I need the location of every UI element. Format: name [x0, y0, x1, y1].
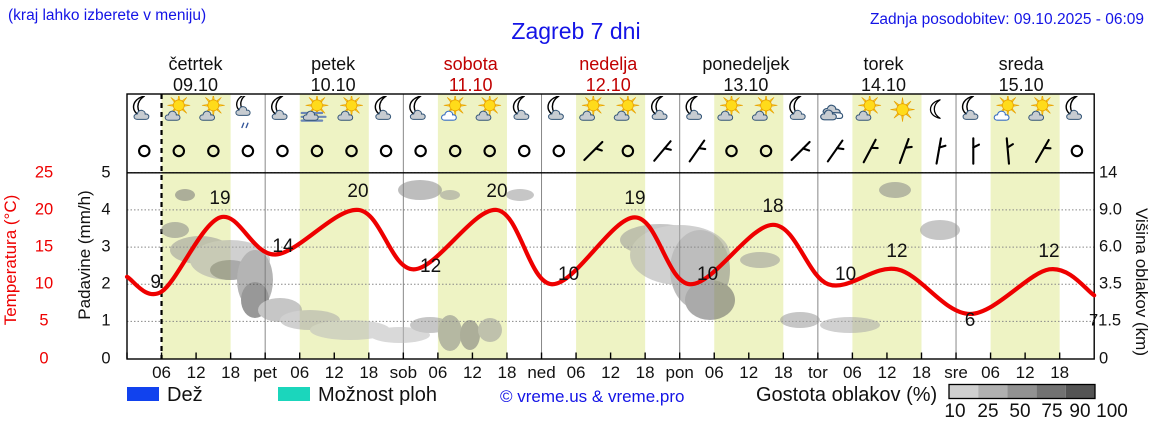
svg-text:12: 12	[187, 363, 206, 382]
svg-text:20: 20	[347, 181, 368, 202]
svg-text:18: 18	[636, 363, 655, 382]
svg-text:14: 14	[272, 236, 294, 257]
svg-text:12: 12	[1016, 363, 1035, 382]
svg-text:12: 12	[1038, 241, 1059, 262]
svg-text:18: 18	[774, 363, 793, 382]
svg-text:12: 12	[739, 363, 758, 382]
svg-text:18: 18	[498, 363, 517, 382]
svg-text:pon: pon	[666, 363, 694, 382]
svg-text:10: 10	[835, 264, 856, 285]
svg-text:19: 19	[624, 188, 645, 209]
svg-text:pet: pet	[253, 363, 277, 382]
svg-text:12: 12	[325, 363, 344, 382]
svg-text:18: 18	[1050, 363, 1069, 382]
svg-text:12: 12	[601, 363, 620, 382]
svg-text:06: 06	[705, 363, 724, 382]
svg-text:10: 10	[697, 264, 718, 285]
svg-text:06: 06	[981, 363, 1000, 382]
svg-text:20: 20	[486, 181, 507, 202]
svg-text:12: 12	[463, 363, 482, 382]
svg-text:18: 18	[359, 363, 378, 382]
svg-text:06: 06	[843, 363, 862, 382]
svg-text:18: 18	[221, 363, 240, 382]
svg-text:9: 9	[150, 272, 161, 293]
svg-text:sob: sob	[390, 363, 417, 382]
svg-text:18: 18	[912, 363, 931, 382]
svg-text:06: 06	[567, 363, 586, 382]
svg-text:6: 6	[965, 310, 976, 331]
svg-text:06: 06	[428, 363, 447, 382]
svg-text:sre: sre	[944, 363, 968, 382]
svg-text:12: 12	[886, 241, 907, 262]
svg-text:18: 18	[762, 196, 783, 217]
svg-text:19: 19	[209, 188, 230, 209]
svg-text:12: 12	[420, 256, 441, 277]
svg-text:10: 10	[558, 264, 579, 285]
svg-text:06: 06	[152, 363, 171, 382]
svg-text:06: 06	[290, 363, 309, 382]
svg-text:12: 12	[877, 363, 896, 382]
svg-text:tor: tor	[808, 363, 828, 382]
svg-text:ned: ned	[527, 363, 555, 382]
